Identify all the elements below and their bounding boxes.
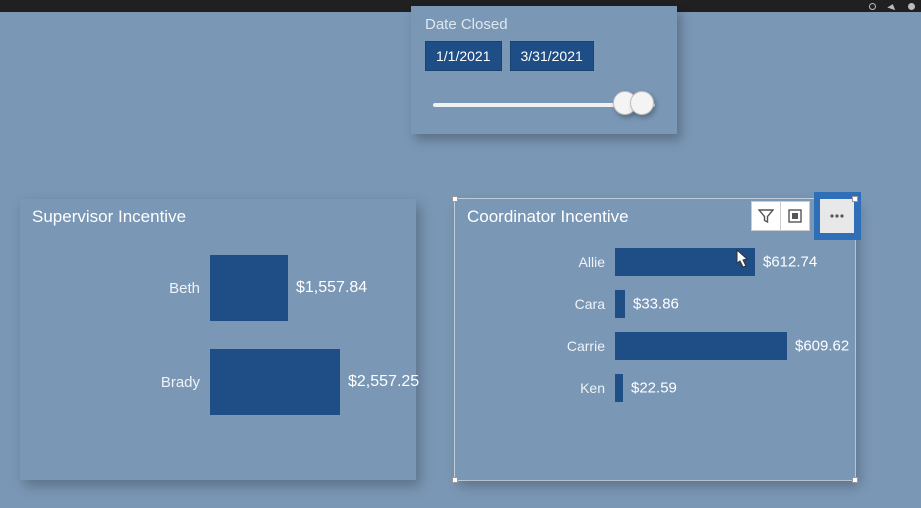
bar[interactable] bbox=[210, 255, 288, 321]
bar[interactable] bbox=[615, 248, 755, 276]
date-filter-label: Date Closed bbox=[425, 16, 663, 33]
value-label: $2,557.25 bbox=[348, 373, 419, 391]
focus-mode-button[interactable] bbox=[780, 201, 810, 231]
bar-row: Carrie $609.62 bbox=[455, 325, 855, 367]
value-label: $33.86 bbox=[633, 296, 679, 313]
bar-row: Brady $2,557.25 bbox=[20, 335, 416, 429]
category-label: Beth bbox=[20, 280, 210, 297]
bar[interactable] bbox=[615, 374, 623, 402]
category-label: Carrie bbox=[455, 338, 615, 354]
supervisor-incentive-visual[interactable]: Supervisor Incentive Beth $1,557.84 Brady $… bbox=[20, 199, 416, 480]
resize-handle[interactable] bbox=[452, 196, 458, 202]
value-label: $22.59 bbox=[631, 380, 677, 397]
ellipsis-icon bbox=[829, 208, 845, 224]
category-label: Brady bbox=[20, 374, 210, 391]
clock-icon[interactable] bbox=[869, 3, 876, 10]
filter-icon-button[interactable] bbox=[751, 201, 781, 231]
slider-thumb-end[interactable] bbox=[630, 91, 654, 115]
date-range-slider[interactable] bbox=[425, 91, 663, 119]
date-start-chip[interactable]: 1/1/2021 bbox=[425, 41, 502, 71]
category-label: Ken bbox=[455, 380, 615, 396]
share-icon[interactable] bbox=[887, 2, 897, 9]
value-label: $609.62 bbox=[795, 338, 849, 355]
category-label: Allie bbox=[455, 254, 615, 270]
report-canvas: Date Closed 1/1/2021 3/31/2021 Superviso… bbox=[0, 12, 921, 508]
bar[interactable] bbox=[615, 332, 787, 360]
value-label: $1,557.84 bbox=[296, 279, 367, 297]
resize-handle[interactable] bbox=[452, 477, 458, 483]
value-label: $612.74 bbox=[763, 254, 817, 271]
bar-row: Cara $33.86 bbox=[455, 283, 855, 325]
coordinator-incentive-visual[interactable]: Coordinator Incentive Allie $612.74 Cara $3… bbox=[455, 199, 855, 480]
filter-icon bbox=[758, 208, 774, 224]
focus-icon bbox=[787, 208, 803, 224]
more-options-button[interactable] bbox=[820, 199, 854, 233]
bar-row: Beth $1,557.84 bbox=[20, 241, 416, 335]
bar-row: Ken $22.59 bbox=[455, 367, 855, 409]
chart-title: Coordinator Incentive bbox=[467, 207, 629, 227]
date-filter-card: Date Closed 1/1/2021 3/31/2021 bbox=[411, 6, 677, 134]
resize-handle[interactable] bbox=[852, 196, 858, 202]
resize-handle[interactable] bbox=[852, 477, 858, 483]
bar[interactable] bbox=[615, 290, 625, 318]
bar[interactable] bbox=[210, 349, 340, 415]
visual-toolbar bbox=[752, 193, 861, 239]
chart-title: Supervisor Incentive bbox=[32, 207, 186, 227]
date-end-chip[interactable]: 3/31/2021 bbox=[510, 41, 594, 71]
category-label: Cara bbox=[455, 296, 615, 312]
bar-row: Allie $612.74 bbox=[455, 241, 855, 283]
overflow-icon[interactable] bbox=[908, 3, 915, 10]
